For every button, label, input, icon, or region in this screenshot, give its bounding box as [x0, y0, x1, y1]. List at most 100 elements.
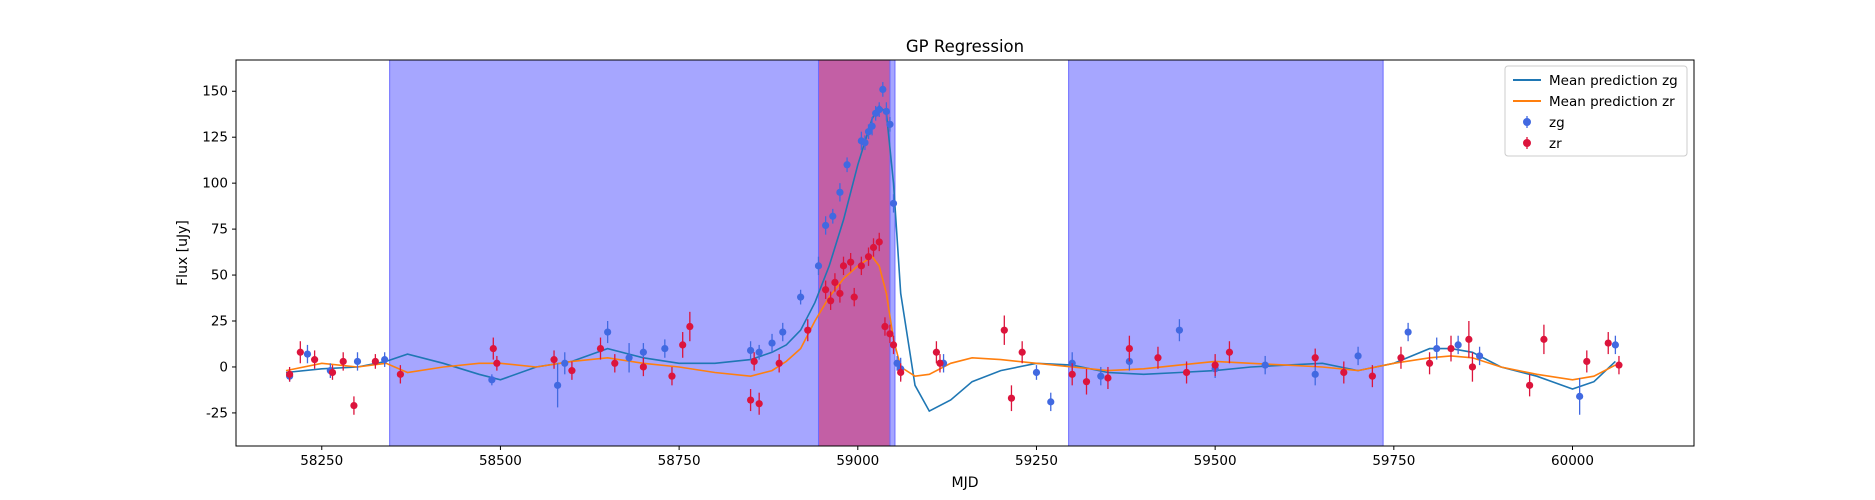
point-zr — [746, 396, 755, 404]
point-zr — [1468, 363, 1477, 371]
point-zr — [296, 348, 304, 356]
point-zr — [396, 370, 404, 378]
legend-label: zr — [1549, 136, 1562, 152]
point-zg — [779, 328, 787, 336]
point-zr — [550, 356, 558, 364]
point-zg — [868, 122, 876, 130]
point-zr — [1583, 357, 1591, 366]
x-tick-label: 59000 — [836, 453, 879, 469]
point-zr — [493, 359, 501, 367]
point-zr — [750, 357, 758, 366]
y-tick-label: 150 — [202, 84, 228, 100]
legend-label: Mean prediction zg — [1549, 73, 1678, 89]
point-zr — [668, 372, 676, 380]
point-zr — [1154, 354, 1162, 362]
point-zr — [350, 401, 358, 410]
point-zg — [639, 348, 647, 356]
point-zr — [1540, 335, 1548, 343]
point-zg — [661, 344, 669, 353]
point-zr — [1000, 326, 1008, 334]
point-zg — [1404, 328, 1412, 336]
x-tick-label: 58250 — [300, 453, 343, 469]
legend-marker-swatch — [1523, 118, 1531, 126]
point-zr — [932, 348, 941, 356]
x-tick-label: 59500 — [1194, 453, 1237, 469]
point-zg — [1097, 372, 1105, 380]
point-zg — [768, 339, 776, 347]
x-tick-label: 59250 — [1015, 453, 1058, 469]
point-zg — [604, 328, 612, 336]
point-zr — [611, 359, 619, 367]
point-zg — [1354, 352, 1362, 360]
y-tick-label: 25 — [211, 314, 228, 330]
point-zg — [1611, 341, 1619, 349]
point-zr — [847, 258, 855, 266]
y-axis: -25 0 25 50 75 100 125 150 — [202, 84, 236, 421]
point-zr — [1007, 394, 1016, 402]
point-zr — [1465, 335, 1473, 343]
point-zg — [814, 262, 823, 270]
point-zr — [1211, 361, 1219, 369]
x-tick-label: 59750 — [1372, 453, 1415, 469]
point-zr — [936, 359, 944, 367]
shaded-region-2 — [1068, 59, 1384, 447]
y-tick-label: 50 — [211, 268, 228, 284]
legend: Mean prediction zg Mean prediction zr zg zr — [1504, 65, 1688, 157]
point-zr — [864, 253, 873, 261]
point-zr — [881, 322, 889, 331]
point-zr — [371, 357, 379, 366]
point-zg — [554, 381, 562, 389]
point-zg — [875, 106, 883, 114]
point-zr — [1182, 368, 1191, 377]
point-zr — [311, 356, 319, 364]
point-zr — [1082, 378, 1091, 386]
point-zg — [1261, 361, 1269, 369]
data-points — [286, 82, 1623, 415]
point-zr — [1425, 359, 1434, 367]
point-zg — [1175, 326, 1184, 334]
point-zg — [889, 199, 898, 207]
y-tick-label: 100 — [202, 176, 228, 192]
x-tick-label: 58500 — [479, 453, 522, 469]
point-zr — [1104, 374, 1112, 382]
point-zr — [686, 322, 694, 331]
point-zr — [886, 330, 894, 338]
point-zg — [625, 354, 633, 362]
point-zg — [886, 120, 894, 128]
point-zg — [303, 350, 312, 358]
point-zr — [827, 297, 835, 305]
y-tick-label: -25 — [206, 405, 228, 421]
point-zg — [864, 128, 873, 136]
point-zr — [679, 341, 687, 349]
point-zr — [1526, 381, 1534, 389]
point-zr — [1397, 354, 1405, 362]
point-zg — [843, 161, 851, 169]
point-zg — [893, 359, 901, 367]
shaded-region-1 — [389, 59, 896, 447]
legend-label: zg — [1549, 115, 1565, 131]
point-zr — [1225, 348, 1234, 356]
point-zr — [1311, 354, 1319, 362]
point-zg — [755, 348, 763, 356]
point-zr — [836, 289, 844, 298]
y-tick-label: 125 — [202, 130, 228, 146]
point-zr — [869, 243, 878, 252]
point-zr — [1340, 368, 1348, 377]
point-zr — [850, 293, 858, 301]
point-zr — [286, 370, 294, 378]
chart-title: GP Regression — [906, 37, 1024, 56]
point-zr — [596, 344, 605, 353]
legend-label: Mean prediction zr — [1549, 94, 1675, 110]
point-zr — [775, 359, 783, 367]
point-zr — [1604, 339, 1612, 347]
point-zr — [897, 368, 905, 377]
point-zr — [1615, 361, 1623, 369]
point-zg — [879, 85, 887, 94]
point-zg — [1433, 344, 1441, 353]
point-zg — [1576, 392, 1584, 400]
point-zr — [839, 262, 848, 270]
point-zr — [1068, 370, 1076, 378]
point-zg — [1311, 370, 1319, 378]
point-zg — [822, 221, 830, 230]
